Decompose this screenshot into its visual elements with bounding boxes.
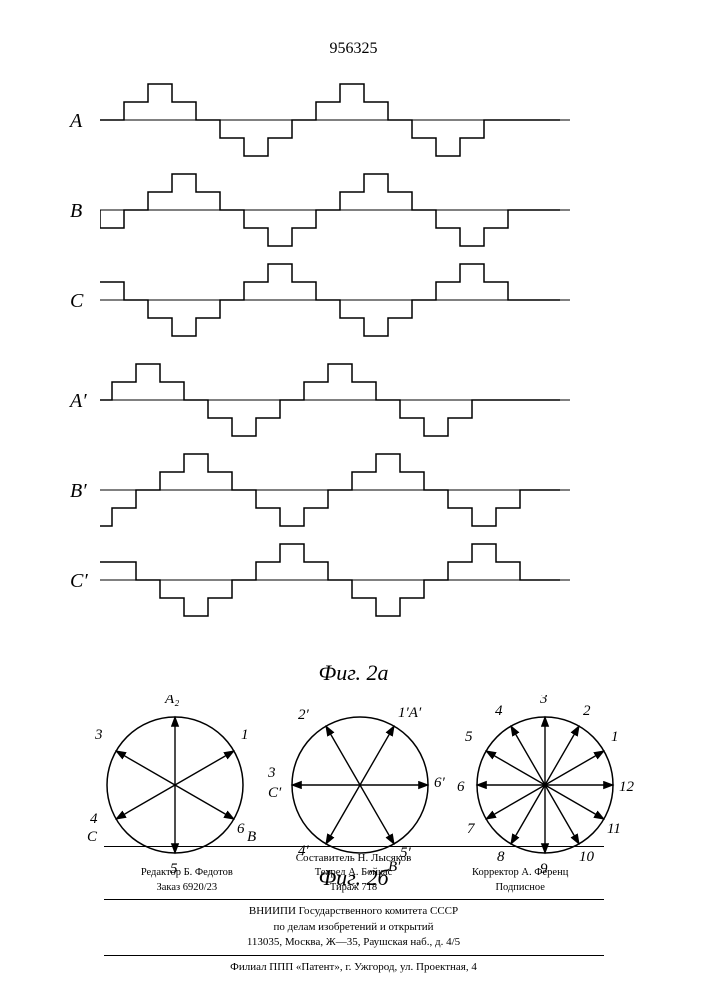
footer-editor: Редактор Б. Федотов <box>104 866 271 881</box>
svg-text:2: 2 <box>583 703 591 719</box>
footer-techred: Техред А. Бойкас <box>270 866 437 881</box>
footer-order: Заказ 6920/23 <box>104 881 271 896</box>
svg-text:5: 5 <box>465 729 473 745</box>
svg-text:1: 1 <box>241 727 249 743</box>
svg-text:4: 4 <box>90 811 98 827</box>
svg-text:2′: 2′ <box>298 707 310 723</box>
footer-tirazh: Тираж 718 <box>270 881 437 896</box>
figure-label-2a: Фиг. 2а <box>319 660 389 686</box>
wave-svg <box>100 450 570 530</box>
wave-svg <box>100 540 570 620</box>
footer-corrector: Корректор А. Ференц <box>437 866 604 881</box>
svg-text:3: 3 <box>94 727 103 743</box>
svg-text:4: 4 <box>495 703 503 719</box>
svg-text:11: 11 <box>607 821 621 837</box>
page: 956325 A B C A′ <box>0 0 707 1000</box>
svg-text:1: 1 <box>611 729 619 745</box>
svg-text:12: 12 <box>619 779 635 795</box>
svg-text:6′: 6′ <box>434 775 446 791</box>
footer-block: Составитель Н. Лысяков Редактор Б. Федот… <box>0 842 707 975</box>
svg-text:C′: C′ <box>268 785 282 801</box>
svg-text:3: 3 <box>267 765 276 781</box>
waveform-b: B <box>100 170 600 255</box>
waveform-cp: C′ <box>100 540 600 625</box>
footer-signed: Подписное <box>437 881 604 896</box>
wave-svg <box>100 170 570 250</box>
wave-svg <box>100 80 570 160</box>
footer-addr: 113035, Москва, Ж—35, Раушская наб., д. … <box>0 935 707 950</box>
wave-svg <box>100 260 570 340</box>
waveform-ap: A′ <box>100 360 600 445</box>
footer-filial: Филиал ППП «Патент», г. Ужгород, ул. Про… <box>0 960 707 975</box>
footer-org1: ВНИИПИ Государственного комитета СССР <box>0 904 707 919</box>
document-number: 956325 <box>0 40 707 58</box>
svg-text:7: 7 <box>467 821 476 837</box>
svg-text:6: 6 <box>457 779 465 795</box>
footer-compiler: Составитель Н. Лысяков <box>0 851 707 866</box>
waveform-label: A′ <box>70 390 87 413</box>
waveform-bp: B′ <box>100 450 600 535</box>
wave-svg <box>100 360 570 440</box>
waveform-label: A <box>70 110 82 133</box>
footer-org2: по делам изобретений и открытий <box>0 920 707 935</box>
waveform-label: B <box>70 200 82 223</box>
svg-text:1′A′: 1′A′ <box>398 705 422 721</box>
svg-text:6: 6 <box>237 821 245 837</box>
svg-text:3: 3 <box>539 695 548 707</box>
waveform-block: A B C A′ <box>100 80 600 630</box>
waveform-label: C <box>70 290 83 313</box>
waveform-label: B′ <box>70 480 87 503</box>
svg-text:A₂: A₂ <box>164 695 179 707</box>
waveform-c: C <box>100 260 600 345</box>
waveform-a: A <box>100 80 600 165</box>
waveform-label: C′ <box>70 570 88 593</box>
